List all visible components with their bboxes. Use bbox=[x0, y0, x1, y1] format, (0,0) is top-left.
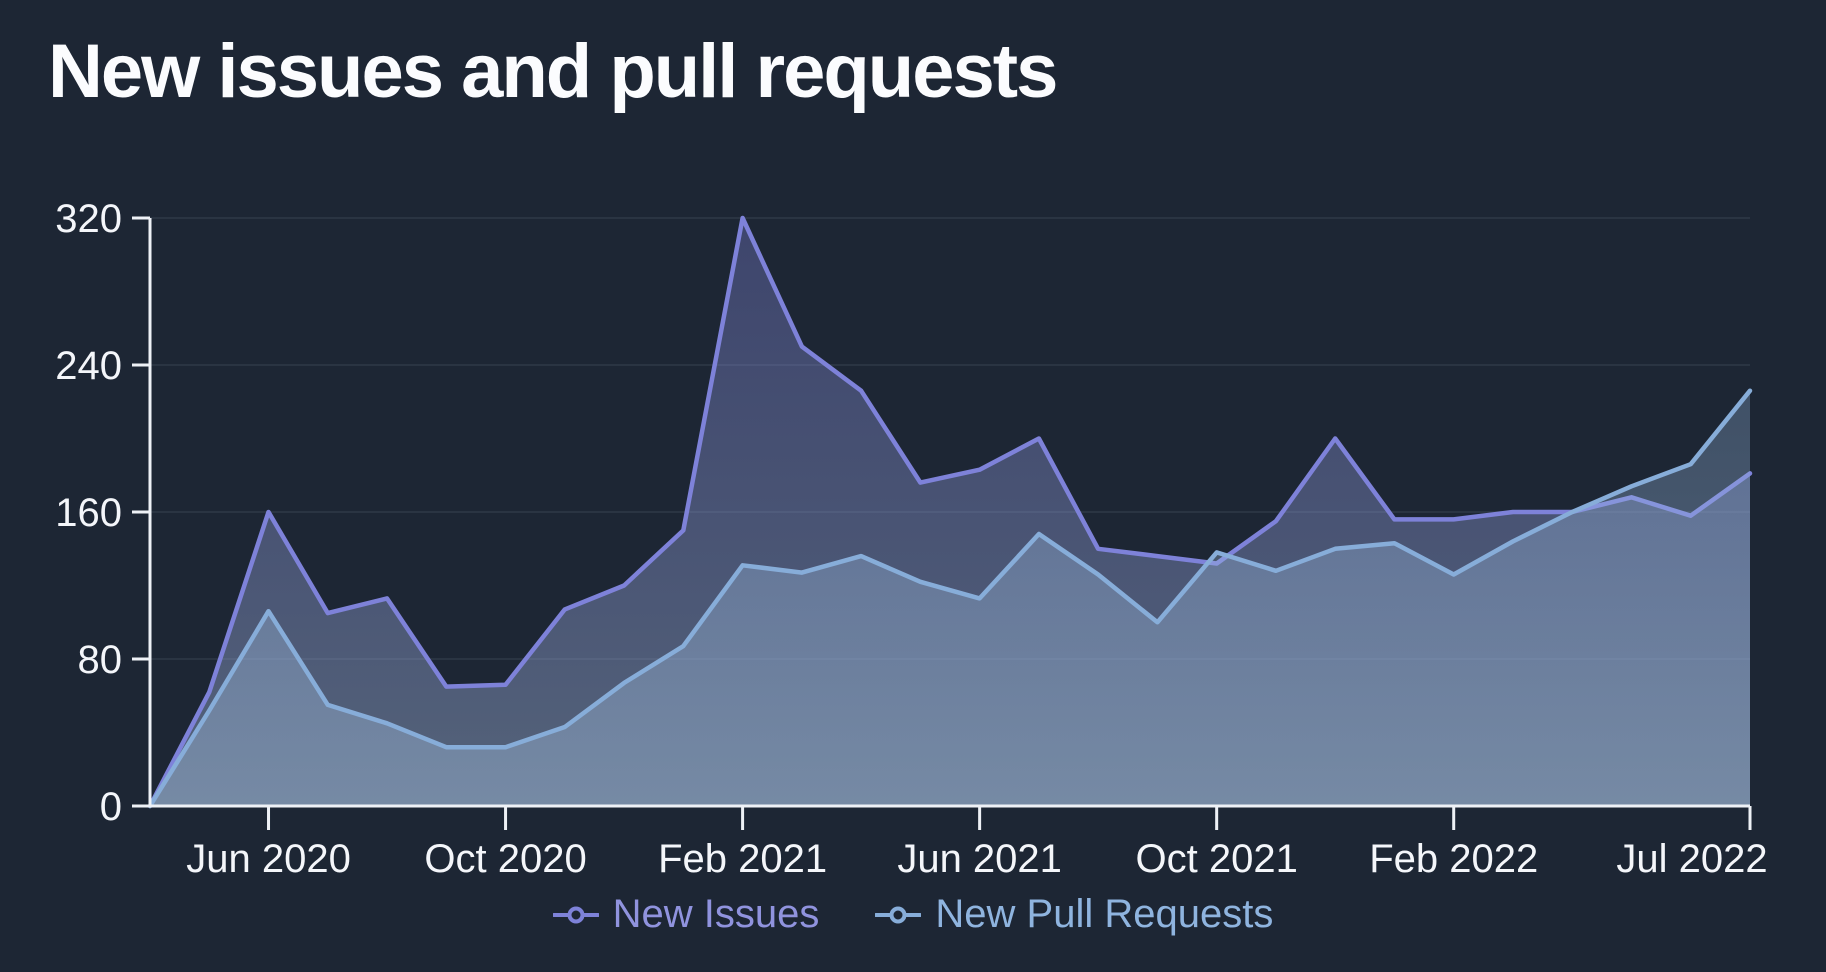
legend-label-new-pull-requests: New Pull Requests bbox=[935, 892, 1274, 936]
axes: 0 80 160 240 320 Jun 2020 Oct 2020 Feb 2021 Jun … bbox=[55, 197, 1767, 881]
y-tick-label-240: 240 bbox=[55, 344, 122, 388]
x-tick-label-jul-2022: Jul 2022 bbox=[1616, 837, 1767, 881]
x-tick-label-jun-2020: Jun 2020 bbox=[186, 837, 351, 881]
x-tick-label-feb-2021: Feb 2021 bbox=[658, 837, 827, 881]
new-issues-line bbox=[147, 215, 1753, 809]
x-tick-label-oct-2021: Oct 2021 bbox=[1136, 837, 1298, 881]
y-tick-label-80: 80 bbox=[78, 638, 123, 682]
x-tick-label-jun-2021: Jun 2021 bbox=[897, 837, 1062, 881]
new-pull-requests-line bbox=[147, 388, 1753, 809]
chart-title: New issues and pull requests bbox=[48, 29, 1058, 114]
legend-item-new-issues[interactable]: New Issues bbox=[552, 892, 820, 937]
y-tick-label-320: 320 bbox=[55, 197, 122, 241]
y-tick-label-160: 160 bbox=[55, 491, 122, 535]
legend-item-new-pull-requests[interactable]: New Pull Requests bbox=[875, 892, 1273, 937]
new-pull-requests-area bbox=[150, 390, 1750, 806]
x-tick-label-oct-2020: Oct 2020 bbox=[424, 837, 586, 881]
x-tick-label-feb-2022: Feb 2022 bbox=[1369, 837, 1538, 881]
legend-label-new-issues: New Issues bbox=[612, 892, 820, 936]
legend-line-marker-icon bbox=[875, 906, 922, 923]
y-tick-label-0: 0 bbox=[100, 785, 122, 829]
legend-line-marker-icon bbox=[552, 906, 599, 923]
chart-legend: New Issues New Pull Requests bbox=[0, 892, 1826, 937]
